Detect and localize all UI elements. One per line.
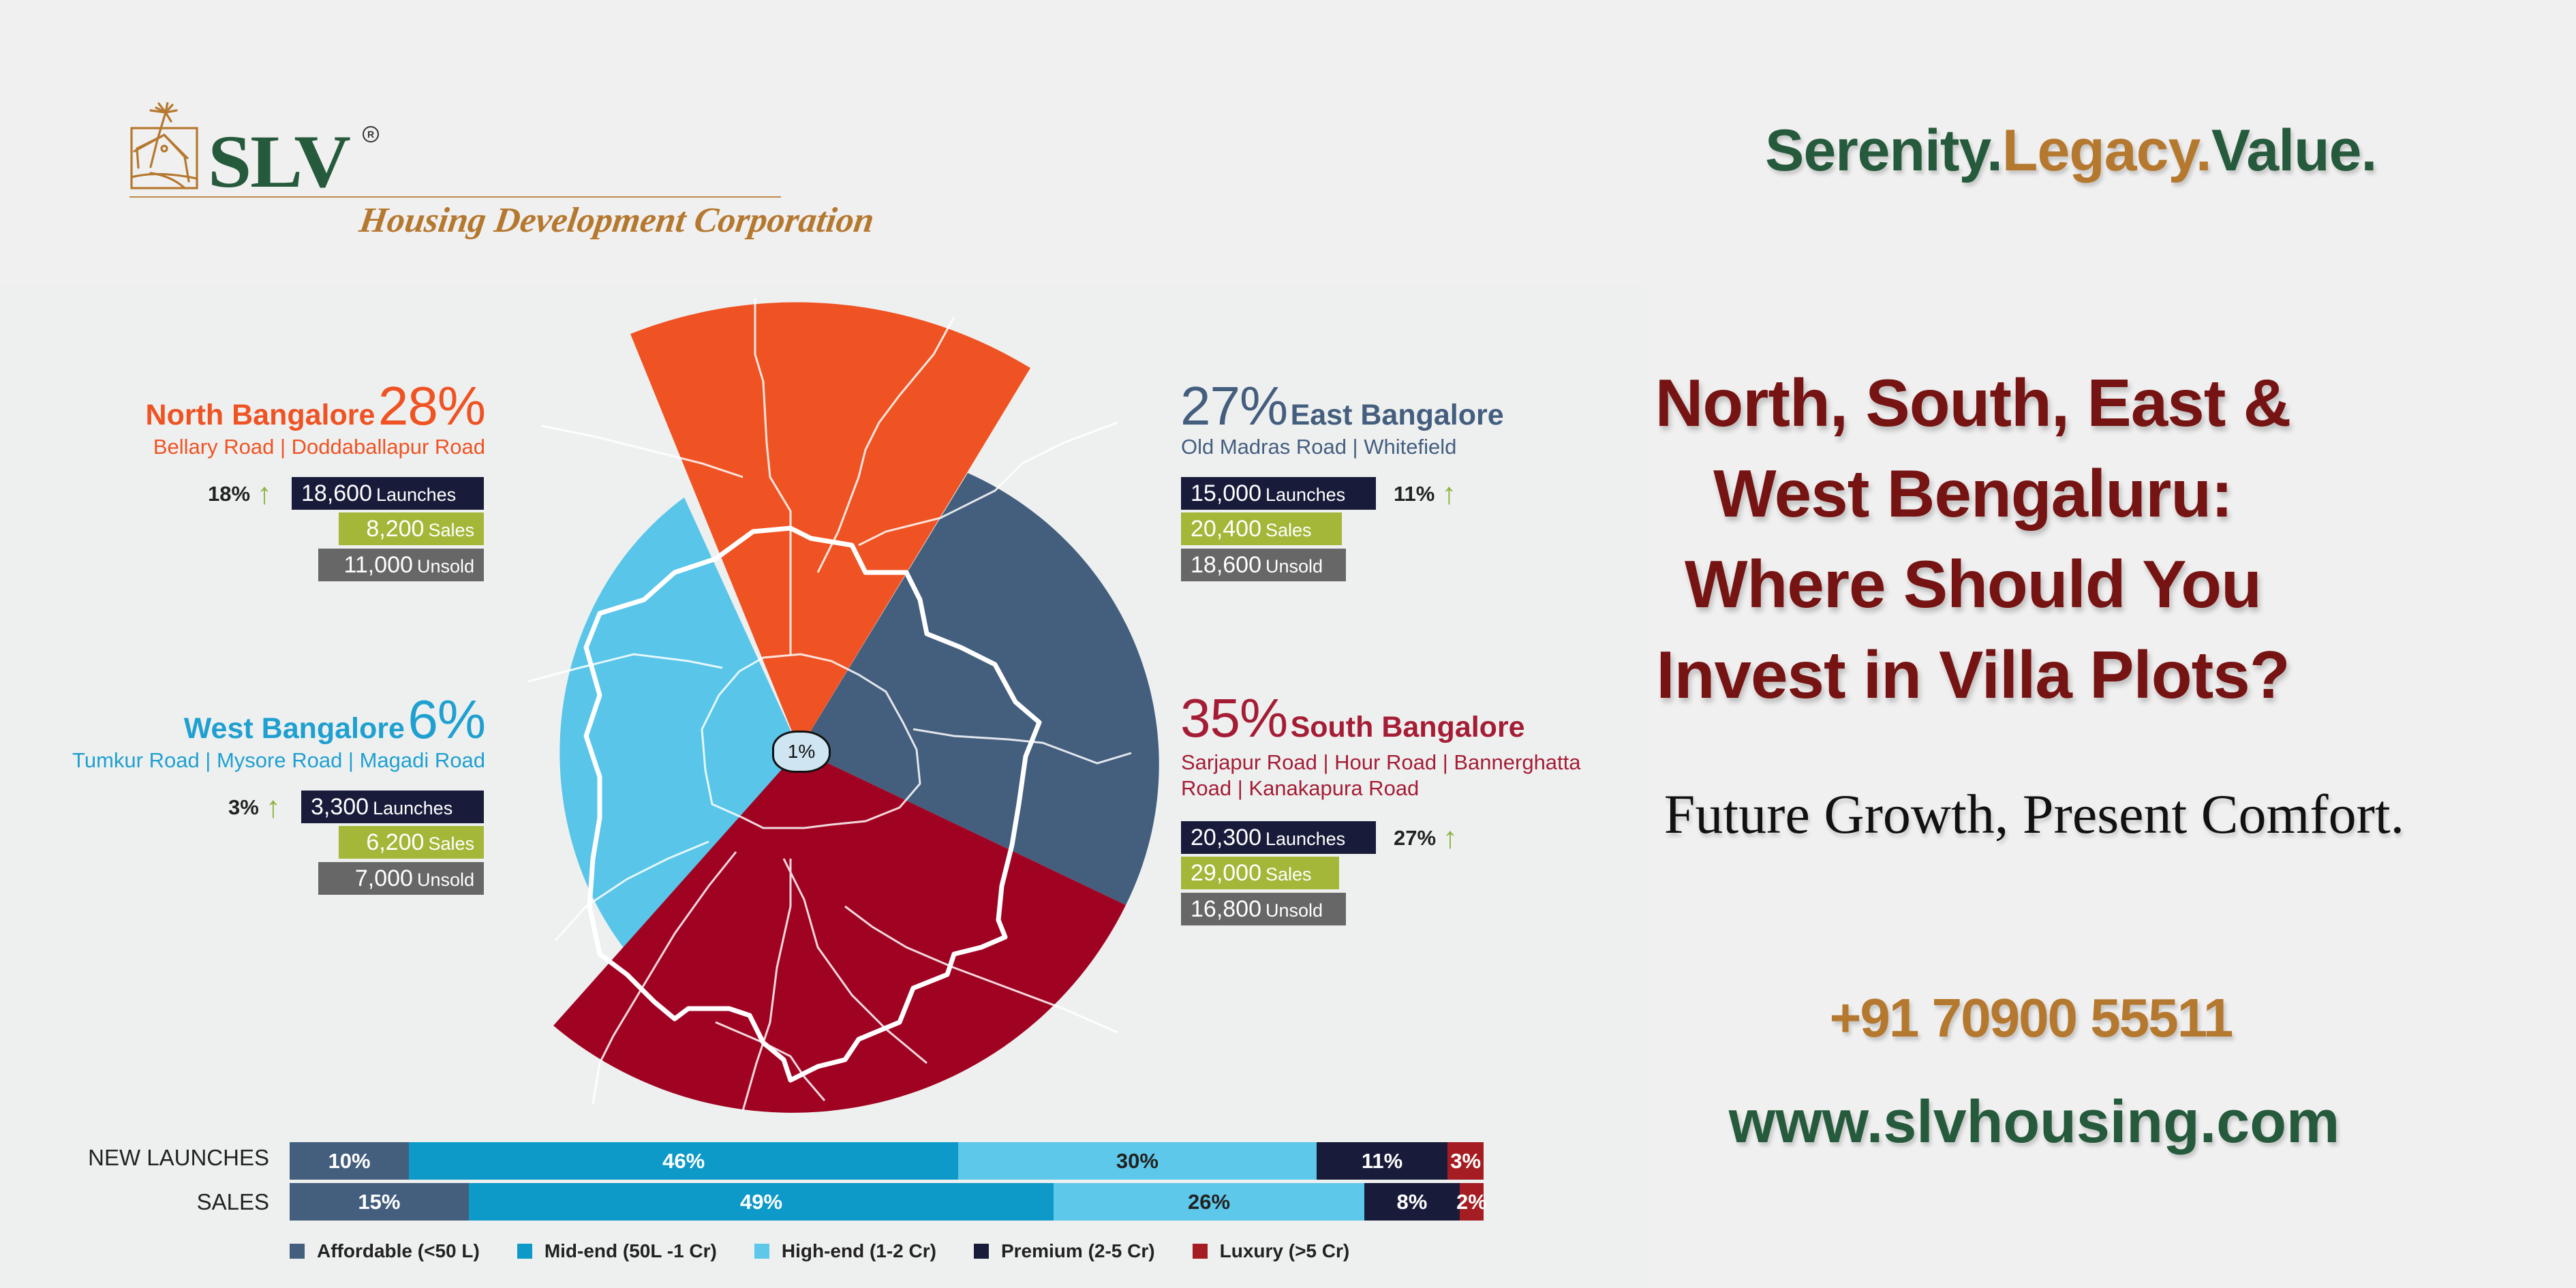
city-boundary <box>583 525 1042 1083</box>
north-roads: Bellary Road | Doddaballapur Road <box>153 435 485 459</box>
page-headline: North, South, East & West Bengaluru: Whe… <box>1588 358 2358 720</box>
south-region-share: 35% <box>1180 688 1288 748</box>
bar-seg-mid-end: 46% <box>409 1142 959 1180</box>
legend-item-mid-end: Mid-end (50L -1 Cr) <box>517 1240 717 1262</box>
west-growth: 3% ↑ <box>228 791 281 825</box>
bar-row-sales: 15% 49% 26% 8% 2% <box>290 1183 1487 1221</box>
subheadline: Future Growth, Present Comfort. <box>1663 783 2405 845</box>
north-region-name: North Bangalore <box>145 399 375 431</box>
north-launches: 18,600 Launches <box>292 477 484 510</box>
east-unsold: 18,600 Unsold <box>1181 549 1346 581</box>
north-sales: 8,200 Sales <box>339 512 484 545</box>
arrow-up-icon: ↑ <box>265 791 281 824</box>
registered-mark-icon: R <box>363 126 379 142</box>
bar-seg-affordable: 10% <box>290 1142 410 1180</box>
arrow-up-icon: ↑ <box>1443 821 1458 855</box>
logo-divider <box>129 196 781 198</box>
bar-seg-premium: 11% <box>1316 1142 1448 1180</box>
house-palm-logo-icon <box>130 102 198 189</box>
region-pie-map <box>527 298 1159 1113</box>
legend-item-affordable: Affordable (<50 L) <box>290 1240 480 1262</box>
north-region-info: North Bangalore 28% <box>97 375 486 438</box>
bar-seg-mid-end: 49% <box>468 1183 1054 1221</box>
south-growth: 27% ↑ <box>1394 821 1458 855</box>
headline-line-4: Invest in Villa Plots? <box>1656 637 2290 712</box>
legend-swatch <box>754 1244 769 1259</box>
east-sales: 20,400 Sales <box>1181 512 1342 545</box>
headline-line-3: Where Should You <box>1684 547 2262 622</box>
legend-item-high-end: High-end (1-2 Cr) <box>754 1240 936 1262</box>
south-growth-value: 27% <box>1394 826 1437 850</box>
legend-item-premium: Premium (2-5 Cr) <box>973 1240 1155 1262</box>
tagline-value: Value. <box>2211 118 2378 183</box>
west-growth-value: 3% <box>228 795 259 819</box>
south-roads-line1: Sarjapur Road | Hour Road | Bannerghatta <box>1181 750 1581 774</box>
east-growth-value: 11% <box>1394 482 1435 506</box>
east-region-info: 27% East Bangalore <box>1180 375 1504 438</box>
brand-subtitle: Housing Development Corporation <box>356 201 877 240</box>
arrow-up-icon: ↑ <box>1441 477 1457 510</box>
west-roads: Tumkur Road | Mysore Road | Magadi Road <box>72 748 485 772</box>
tagline-serenity: Serenity. <box>1765 118 2003 183</box>
legend-swatch <box>517 1244 532 1259</box>
east-region-share: 27% <box>1180 375 1288 436</box>
contact-phone[interactable]: +91 70900 55511 <box>1829 987 2234 1048</box>
bar-seg-high-end: 26% <box>1054 1183 1364 1221</box>
south-unsold: 16,800 Unsold <box>1181 893 1346 925</box>
west-sector <box>559 497 799 962</box>
south-region-info: 35% South Bangalore <box>1180 687 1525 750</box>
north-unsold: 11,000 Unsold <box>318 549 484 581</box>
west-unsold: 7,000 Unsold <box>318 862 484 895</box>
legend-swatch <box>290 1244 305 1259</box>
east-roads: Old Madras Road | Whitefield <box>1181 435 1457 459</box>
bar-seg-premium: 8% <box>1364 1183 1460 1221</box>
brand-name: SLV <box>208 120 351 203</box>
bar-row-new-launches: 10% 46% 30% 11% 3% <box>290 1142 1484 1180</box>
central-share-badge: 1% <box>772 731 831 773</box>
west-region-share: 6% <box>408 689 486 750</box>
brand-tagline: Serenity.Legacy.Value. <box>1765 117 2378 185</box>
south-roads-line2: Road | Kanakapura Road <box>1181 776 1420 800</box>
headline-line-2: West Bengaluru: <box>1713 456 2233 531</box>
headline-line-1: North, South, East & <box>1655 365 2292 440</box>
east-sector <box>799 473 1159 905</box>
south-launches: 20,300 Launches <box>1181 821 1376 854</box>
north-region-share: 28% <box>378 375 486 436</box>
south-region-name: South Bangalore <box>1290 711 1525 743</box>
legend-swatch <box>973 1244 989 1259</box>
legend-swatch <box>1192 1244 1208 1259</box>
east-region-name: East Bangalore <box>1290 399 1504 431</box>
north-growth-value: 18% <box>208 482 251 506</box>
bar-seg-luxury: 2% <box>1456 1183 1487 1221</box>
bar-label-sales: SALES <box>196 1189 269 1214</box>
ring-road <box>701 653 921 829</box>
south-sector <box>553 750 1126 1113</box>
east-growth: 11% ↑ <box>1394 477 1456 511</box>
west-region-name: West Bangalore <box>183 712 405 745</box>
north-growth: 18% ↑ <box>208 477 272 511</box>
south-roads: Sarjapur Road | Hour Road | Bannerghatta… <box>1181 750 1581 801</box>
south-sales: 29,000 Sales <box>1181 857 1339 889</box>
bar-seg-high-end: 30% <box>958 1142 1317 1180</box>
contact-website-link[interactable]: www.slvhousing.com <box>1728 1088 2340 1155</box>
east-launches: 15,000 Launches <box>1181 477 1376 510</box>
bar-seg-affordable: 15% <box>290 1183 469 1221</box>
bar-seg-luxury: 3% <box>1447 1142 1484 1180</box>
legend-item-luxury: Luxury (>5 Cr) <box>1192 1240 1349 1262</box>
arrow-up-icon: ↑ <box>257 477 273 510</box>
west-sales: 6,200 Sales <box>339 826 484 859</box>
radial-roads <box>527 298 1132 1111</box>
north-sector <box>630 302 1030 750</box>
west-region-info: West Bangalore 6% <box>0 688 486 751</box>
west-launches: 3,300 Launches <box>301 791 484 823</box>
bar-legend: Affordable (<50 L) Mid-end (50L -1 Cr) H… <box>290 1240 1387 1262</box>
central-share-value: 1% <box>787 741 816 762</box>
bar-label-new-launches: NEW LAUNCHES <box>88 1145 269 1170</box>
tagline-legacy: Legacy. <box>2002 118 2212 183</box>
